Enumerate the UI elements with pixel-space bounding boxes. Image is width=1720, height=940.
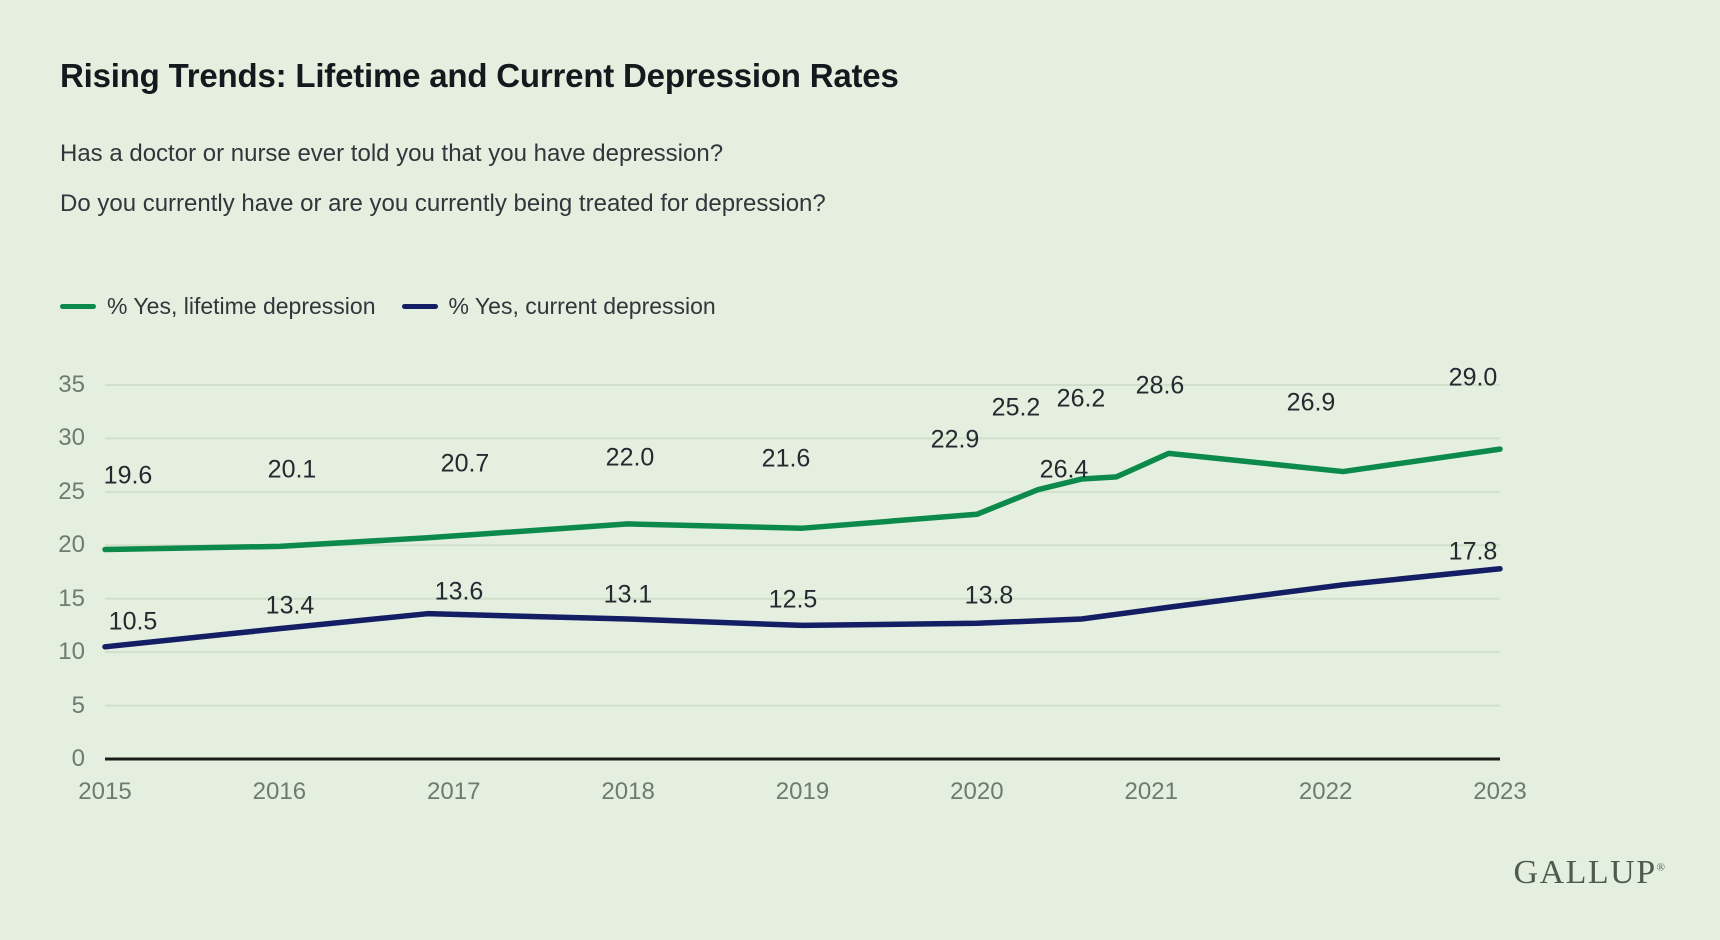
x-axis-tick-label: 2016 bbox=[252, 778, 307, 805]
x-axis-tick-label: 2022 bbox=[1298, 778, 1353, 805]
data-label-lifetime: 26.4 bbox=[1039, 455, 1089, 484]
y-axis-tick-label: 25 bbox=[58, 477, 85, 505]
series-line-lifetime[interactable] bbox=[102, 446, 1503, 553]
data-label-lifetime: 29.0 bbox=[1448, 363, 1498, 392]
y-axis-tick-label: 5 bbox=[71, 691, 85, 719]
legend-label-lifetime: % Yes, lifetime depression bbox=[107, 293, 376, 319]
data-label-lifetime: 22.0 bbox=[605, 443, 655, 472]
y-axis-tick-label: 0 bbox=[71, 745, 85, 772]
data-label-current: 13.4 bbox=[265, 591, 315, 620]
y-axis-tick-label: 20 bbox=[58, 531, 85, 559]
x-axis-tick-label: 2020 bbox=[950, 778, 1004, 805]
data-label-lifetime: 26.9 bbox=[1286, 388, 1336, 417]
chart-subtitle-question-2: Do you currently have or are you current… bbox=[60, 190, 826, 217]
data-label-current: 13.6 bbox=[434, 577, 484, 606]
data-label-lifetime: 19.6 bbox=[103, 461, 153, 490]
data-label-lifetime: 28.6 bbox=[1135, 371, 1185, 400]
legend-item-lifetime[interactable]: % Yes, lifetime depression bbox=[60, 293, 376, 320]
data-label-lifetime: 20.1 bbox=[267, 455, 317, 484]
data-label-lifetime: 25.2 bbox=[991, 393, 1041, 422]
chart-legend: % Yes, lifetime depression % Yes, curren… bbox=[60, 293, 716, 320]
legend-label-current: % Yes, current depression bbox=[448, 293, 716, 319]
x-axis-tick-label: 2021 bbox=[1124, 778, 1178, 805]
registered-trademark-icon: ® bbox=[1656, 861, 1665, 874]
gallup-logo: GALLUP® bbox=[1514, 854, 1665, 892]
gallup-wordmark: GALLUP bbox=[1513, 854, 1657, 891]
x-axis-tick-label: 2019 bbox=[775, 778, 830, 805]
page-title: Rising Trends: Lifetime and Current Depr… bbox=[60, 57, 899, 94]
data-label-current: 12.5 bbox=[768, 585, 818, 614]
legend-swatch-lifetime-icon bbox=[60, 304, 96, 309]
legend-item-current[interactable]: % Yes, current depression bbox=[401, 293, 716, 320]
chart-subtitle-question-1: Has a doctor or nurse ever told you that… bbox=[60, 140, 724, 167]
x-axis-tick-label: 2023 bbox=[1473, 778, 1527, 805]
data-label-current: 13.1 bbox=[603, 580, 653, 609]
data-label-current: 17.8 bbox=[1448, 537, 1498, 566]
data-label-lifetime: 22.9 bbox=[930, 425, 980, 454]
x-axis-tick-label: 2017 bbox=[427, 778, 481, 805]
legend-swatch-current-icon bbox=[401, 304, 438, 309]
data-label-lifetime: 21.6 bbox=[761, 444, 811, 473]
y-axis-tick-label: 35 bbox=[58, 371, 85, 398]
x-axis-tick-label: 2018 bbox=[601, 778, 655, 805]
x-axis-tick-label: 2015 bbox=[78, 778, 132, 805]
y-axis-tick-label: 30 bbox=[58, 424, 85, 452]
y-axis-tick-label: 15 bbox=[58, 584, 85, 612]
data-label-lifetime: 26.2 bbox=[1056, 384, 1106, 413]
y-axis-tick-label: 10 bbox=[58, 638, 85, 666]
data-label-lifetime: 20.7 bbox=[440, 449, 490, 478]
data-label-current: 10.5 bbox=[108, 607, 158, 636]
series-line-current[interactable] bbox=[102, 566, 1503, 650]
data-label-current: 13.8 bbox=[964, 581, 1014, 610]
